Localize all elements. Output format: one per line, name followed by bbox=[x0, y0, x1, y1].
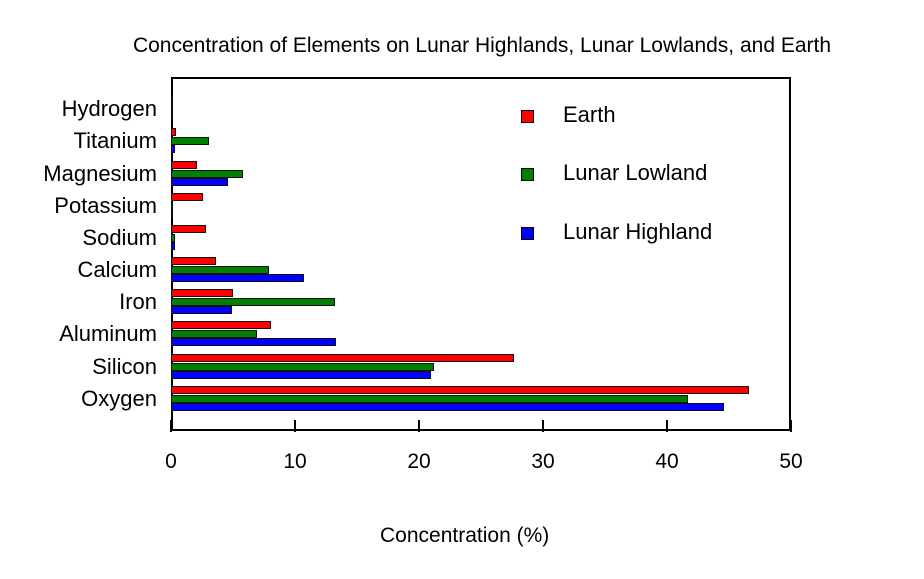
bar-lunar-lowland bbox=[171, 104, 173, 113]
bar-earth bbox=[171, 193, 204, 201]
category-label: Calcium bbox=[77, 257, 157, 282]
bar-lunar-lowland bbox=[171, 136, 210, 145]
category-label: Silicon bbox=[92, 354, 157, 379]
category-label: Aluminum bbox=[59, 321, 157, 346]
bar-lunar-lowland bbox=[171, 297, 335, 306]
bar-lunar-lowland bbox=[171, 329, 257, 338]
bar-earth bbox=[171, 321, 272, 329]
x-tick bbox=[542, 420, 544, 432]
bar-earth bbox=[171, 386, 749, 394]
bar-lunar-highland bbox=[171, 210, 173, 218]
category-label: Magnesium bbox=[43, 161, 157, 186]
bar-earth bbox=[171, 225, 206, 233]
bar-lunar-highland bbox=[171, 145, 175, 153]
x-tick-label: 40 bbox=[655, 450, 679, 473]
category-label: Oxygen bbox=[81, 386, 157, 411]
x-axis-label: Concentration (%) bbox=[380, 524, 550, 547]
category-label: Titanium bbox=[73, 128, 157, 153]
legend-label: Lunar Lowland bbox=[563, 160, 708, 185]
bar-lunar-highland bbox=[171, 274, 304, 282]
plot-area bbox=[171, 77, 791, 431]
bar-lunar-lowland bbox=[171, 201, 173, 210]
bar-earth bbox=[171, 128, 176, 136]
x-tick-label: 20 bbox=[407, 450, 431, 473]
bar-lunar-lowland bbox=[171, 169, 243, 178]
x-tick bbox=[666, 420, 668, 432]
legend-swatch bbox=[521, 227, 534, 240]
bar-earth bbox=[171, 289, 233, 297]
bar-lunar-highland bbox=[171, 113, 173, 121]
bar-earth bbox=[171, 96, 173, 104]
bar-earth bbox=[171, 161, 198, 169]
bar-lunar-lowland bbox=[171, 362, 434, 371]
bar-earth bbox=[171, 257, 216, 265]
bar-lunar-highland bbox=[171, 371, 432, 379]
bar-lunar-highland bbox=[171, 403, 725, 411]
bar-lunar-highland bbox=[171, 306, 232, 314]
category-label: Iron bbox=[119, 289, 157, 314]
x-tick-label: 30 bbox=[531, 450, 555, 473]
bar-earth bbox=[171, 354, 515, 362]
bar-lunar-highland bbox=[171, 338, 336, 346]
legend-swatch bbox=[521, 110, 534, 123]
legend-label: Earth bbox=[563, 102, 616, 127]
category-label: Sodium bbox=[82, 225, 157, 250]
chart-title: Concentration of Elements on Lunar Highl… bbox=[132, 34, 832, 57]
category-label: Hydrogen bbox=[61, 96, 157, 121]
bar-lunar-lowland bbox=[171, 233, 175, 242]
x-tick-label: 0 bbox=[165, 450, 177, 473]
x-tick bbox=[170, 420, 172, 432]
legend-label: Lunar Highland bbox=[563, 219, 713, 244]
bar-lunar-lowland bbox=[171, 265, 269, 274]
bar-lunar-lowland bbox=[171, 394, 689, 403]
x-tick-label: 50 bbox=[779, 450, 803, 473]
bar-lunar-highland bbox=[171, 178, 229, 186]
category-label: Potassium bbox=[54, 193, 157, 218]
x-tick bbox=[294, 420, 296, 432]
legend-swatch bbox=[521, 168, 534, 181]
x-tick bbox=[790, 420, 792, 432]
bar-lunar-highland bbox=[171, 242, 175, 250]
x-tick bbox=[418, 420, 420, 432]
x-tick-label: 10 bbox=[283, 450, 307, 473]
